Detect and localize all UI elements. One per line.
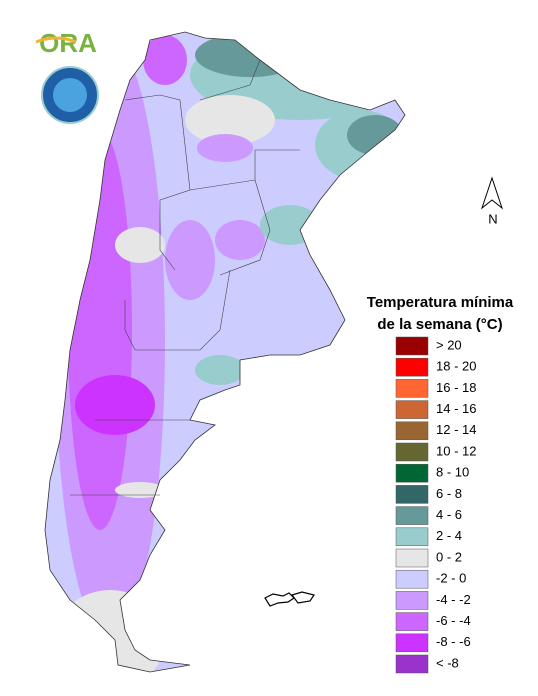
legend-swatch <box>395 463 429 483</box>
legend-swatch <box>395 357 429 377</box>
legend-title: Temperatura mínima <box>367 294 514 311</box>
legend: Temperatura mínima de la semana (°C) > 2… <box>367 294 514 674</box>
legend-label: 6 - 8 <box>436 486 462 501</box>
legend-label: 18 - 20 <box>436 359 476 374</box>
legend-label: 8 - 10 <box>436 465 469 480</box>
legend-swatch <box>395 654 429 674</box>
legend-label: 14 - 16 <box>436 401 476 416</box>
legend-swatch <box>395 400 429 419</box>
region <box>185 95 275 145</box>
legend-label: 10 - 12 <box>436 443 476 458</box>
region <box>75 375 155 435</box>
region <box>195 355 245 385</box>
compass-label: N <box>488 211 497 226</box>
region <box>115 482 165 498</box>
legend-label: -2 - 0 <box>436 571 466 586</box>
legend-swatch <box>395 421 429 441</box>
region <box>215 220 265 260</box>
legend-label: > 20 <box>436 337 462 352</box>
legend-label: 16 - 18 <box>436 380 476 395</box>
legend-label: -4 - -2 <box>436 592 471 607</box>
region <box>197 134 253 162</box>
legend-title: de la semana (°C) <box>377 316 502 333</box>
logo-text: ORA <box>39 28 97 58</box>
legend-swatch <box>395 591 429 610</box>
legend-swatch <box>395 612 429 631</box>
region <box>115 227 165 263</box>
legend-label: 12 - 14 <box>436 422 476 437</box>
legend-label: < -8 <box>436 655 459 670</box>
legend-swatch <box>395 442 429 462</box>
compass-arrow <box>480 176 504 210</box>
legend-swatch <box>395 485 429 504</box>
institution-logo-inner <box>53 78 87 112</box>
legend-swatch <box>395 569 429 589</box>
legend-label: -6 - -4 <box>436 613 471 628</box>
legend-swatch <box>395 506 429 525</box>
logo-arc <box>35 36 77 44</box>
legend-swatch <box>395 527 429 547</box>
legend-swatch <box>395 336 429 356</box>
islands <box>264 591 315 607</box>
legend-swatch <box>395 548 429 568</box>
legend-label: 4 - 6 <box>436 507 462 522</box>
province-borders <box>70 59 300 496</box>
region <box>165 220 215 300</box>
legend-swatch <box>395 633 429 653</box>
legend-label: 0 - 2 <box>436 549 462 564</box>
legend-label: 2 - 4 <box>436 528 462 543</box>
region <box>143 35 187 85</box>
legend-label: -8 - -6 <box>436 634 471 649</box>
legend-swatch <box>395 379 429 398</box>
